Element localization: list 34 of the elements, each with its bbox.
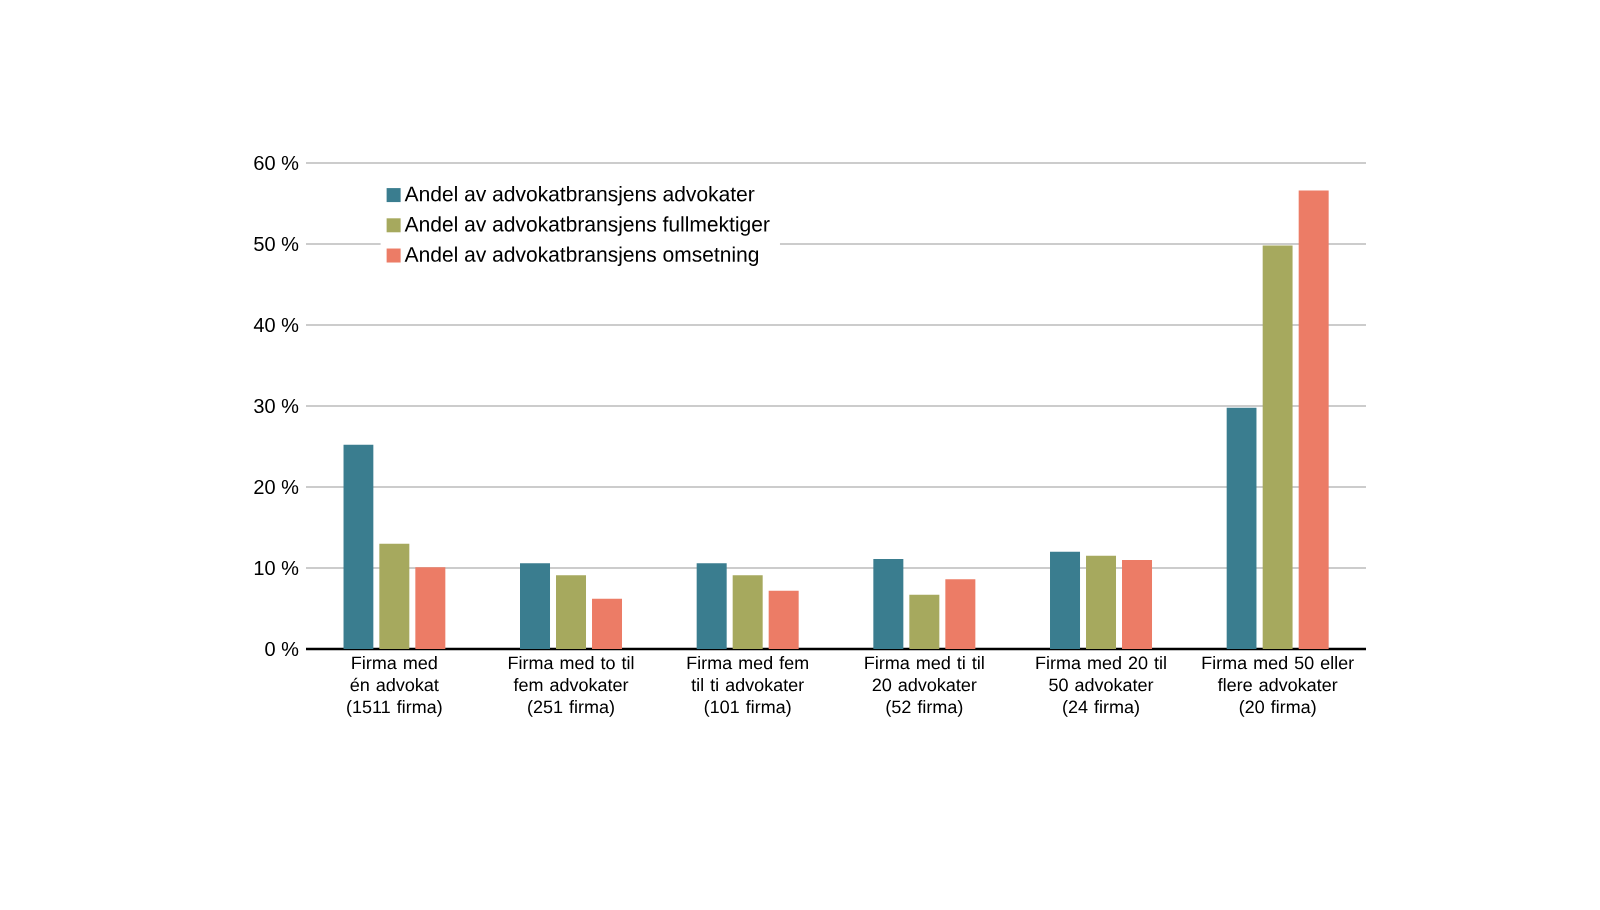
legend-label: Andel av advokatbransjens omsetning [404, 246, 759, 266]
x-tick-label: Firma med to til fem advokater (251 firma) [508, 656, 634, 717]
bar [415, 567, 446, 649]
bar [909, 594, 940, 649]
bar [1086, 555, 1117, 649]
bar [1226, 407, 1257, 649]
y-tick-label: 40 % [253, 317, 299, 333]
x-tick-label: Firma med 20 til 50 advokater (24 firma) [1036, 656, 1166, 717]
y-tick-label: 30 % [254, 398, 299, 414]
bar [1122, 559, 1153, 649]
y-tick-label: 20 % [254, 479, 299, 495]
legend-label: Andel av advokatbransjens fullmektiger [404, 216, 770, 236]
bar [520, 563, 551, 649]
bar [379, 543, 410, 649]
x-tick-label: Firma med 50 eller flere advokater (20 firma) [1202, 656, 1354, 717]
y-tick-label: 50 % [254, 236, 299, 252]
bar [556, 575, 587, 649]
bar [732, 575, 763, 649]
bar [1050, 551, 1081, 649]
bar [592, 598, 622, 649]
x-tick-label: Firma med én advokat (1511 firma) [347, 656, 442, 717]
bar [873, 559, 904, 649]
x-tick-label: Firma med ti til 20 advokater (52 firma) [865, 656, 984, 717]
bar [1262, 245, 1293, 649]
legend-label: Andel av advokatbransjens advokater [404, 185, 755, 206]
bar [945, 579, 976, 649]
bar [1298, 190, 1329, 649]
bar [768, 590, 799, 649]
bar [696, 563, 727, 649]
x-tick-label: Firma med fem til ti advokater (101 firma) [687, 656, 808, 717]
y-tick-label: 10 % [254, 560, 299, 576]
y-tick-label: 0 % [265, 641, 299, 657]
bar [343, 444, 374, 649]
y-tick-label: 60 % [254, 155, 299, 171]
